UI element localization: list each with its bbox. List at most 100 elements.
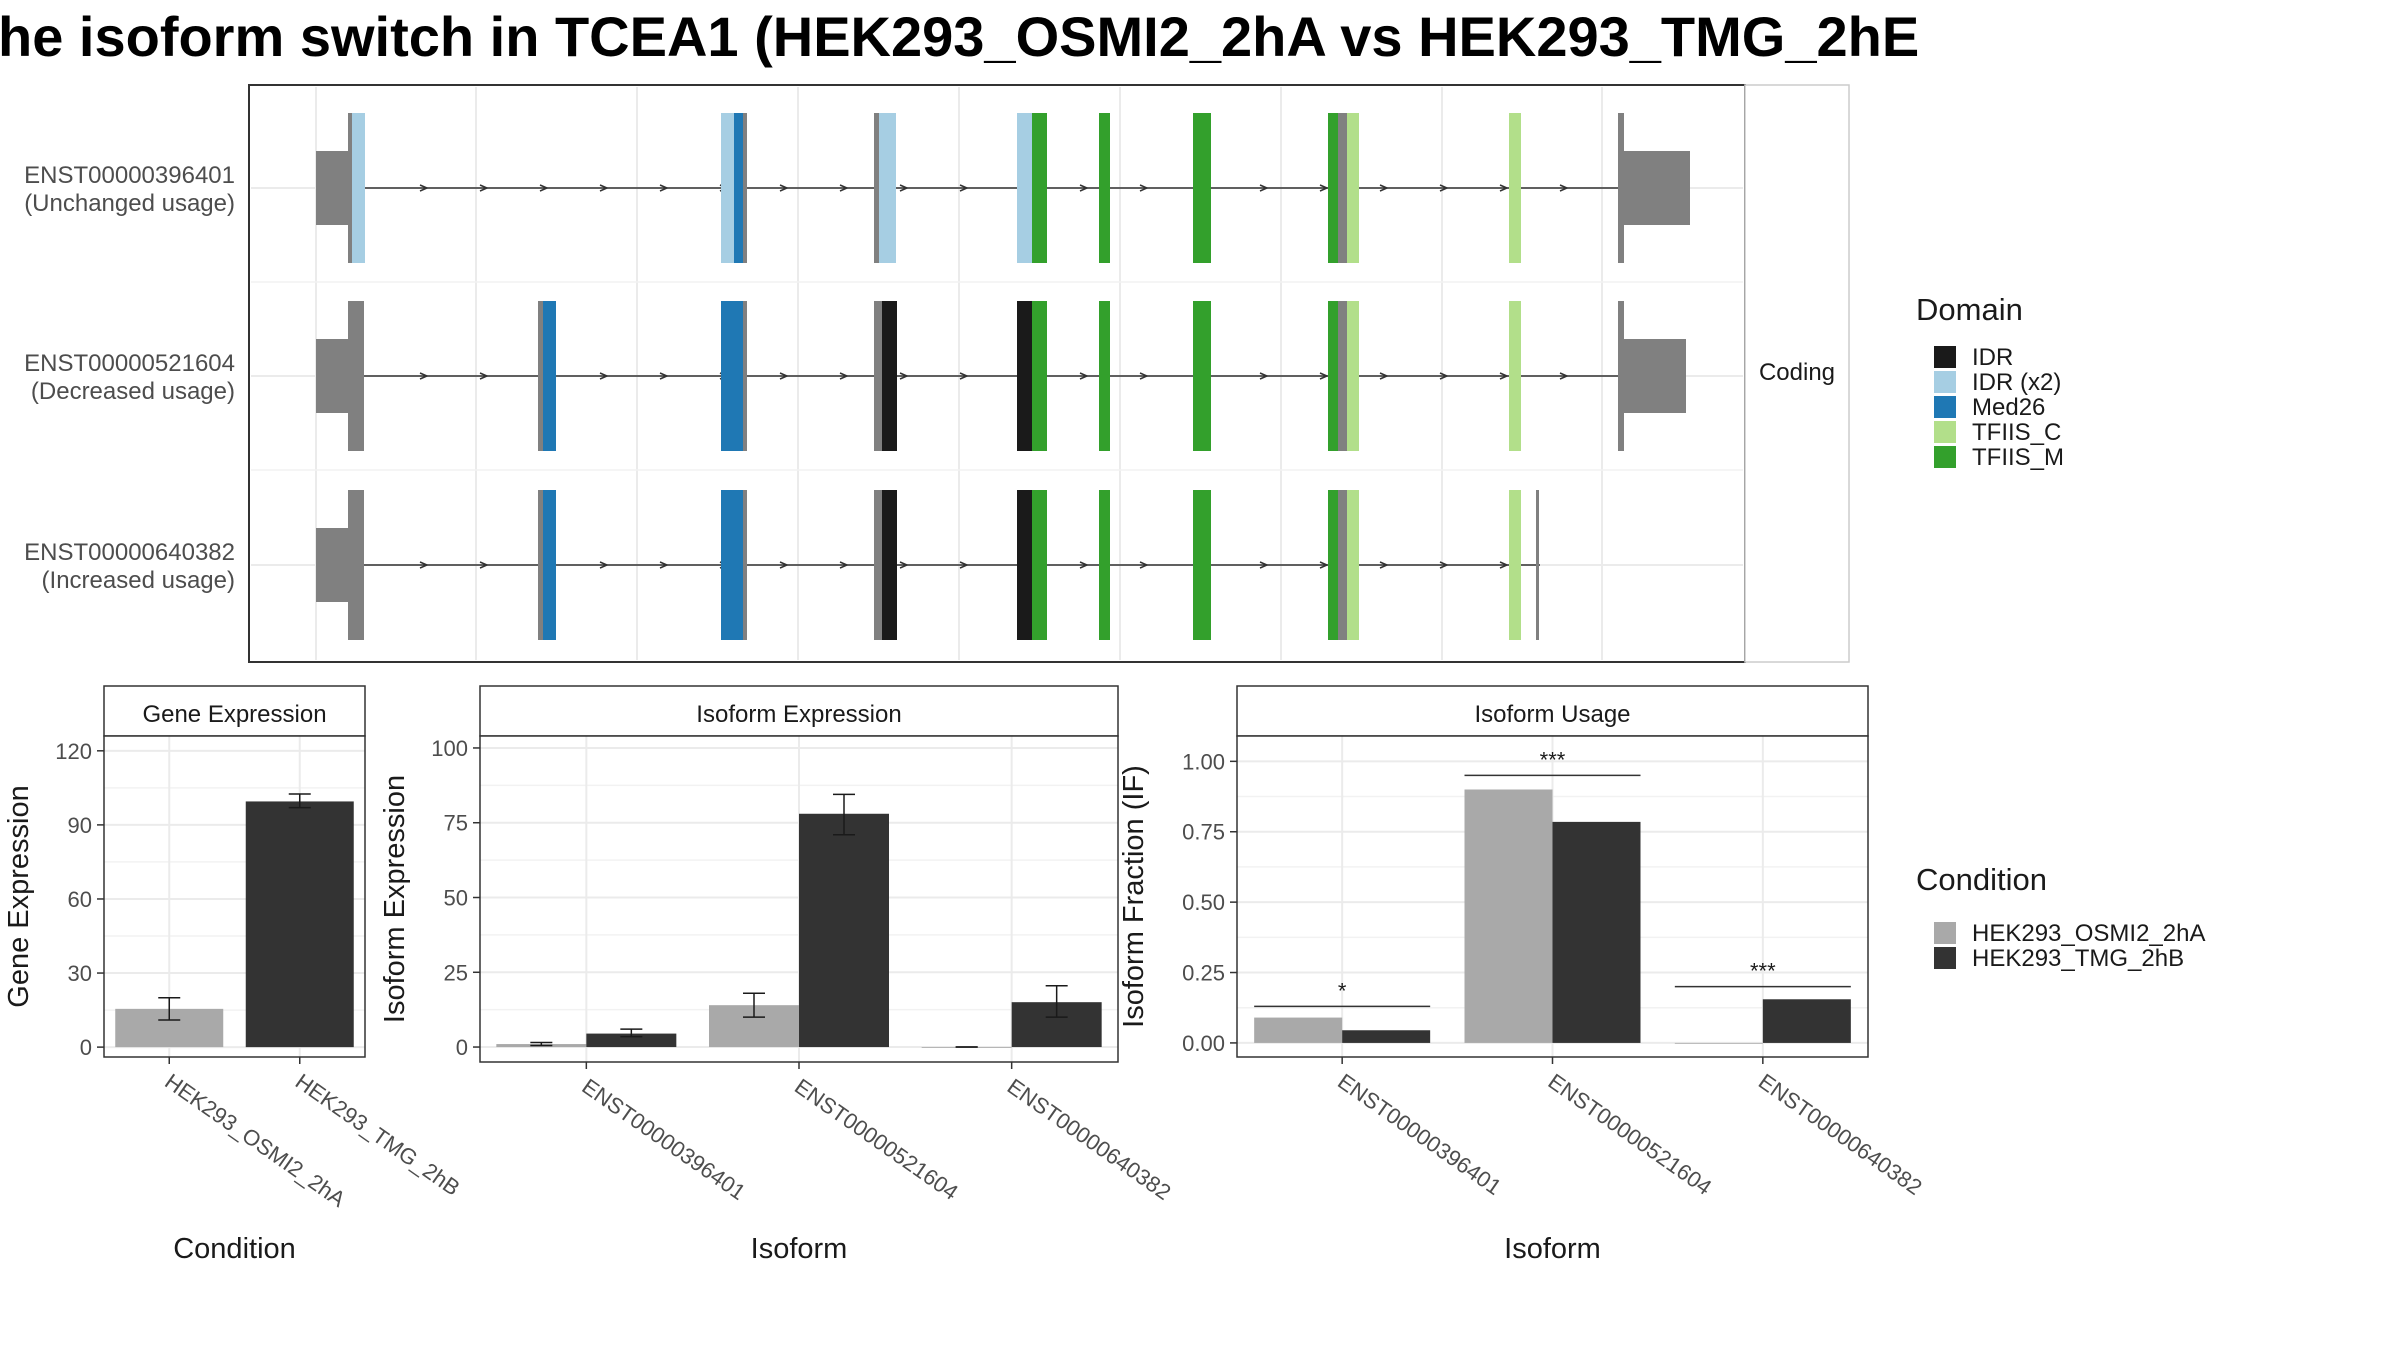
exon-noncoding <box>1536 490 1539 640</box>
bar-series-2 <box>799 813 889 1048</box>
exon-tfiis-m <box>1328 113 1339 263</box>
condition-legend-label-1: HEK293_OSMI2_2hA <box>1972 920 2205 947</box>
exon-idr <box>882 490 897 640</box>
bar-series-2 <box>586 1033 677 1048</box>
strand-arrow <box>1259 561 1269 569</box>
bar-series-2 <box>1552 821 1641 1043</box>
plot-border <box>103 735 366 1058</box>
strand-arrow <box>1439 184 1449 192</box>
domain-legend-key <box>1934 371 1956 393</box>
strand-arrow <box>899 561 909 569</box>
exon-idr <box>882 301 897 451</box>
exon-tfiis-c <box>1347 113 1359 263</box>
exon-med26 <box>721 301 747 451</box>
bar-series-1 <box>1254 1017 1343 1043</box>
exon-tfiis-c <box>1347 301 1359 451</box>
exon-noncoding <box>316 528 349 602</box>
y-tick-label: 30 <box>68 961 92 986</box>
strand-arrow <box>1379 561 1389 569</box>
exon-tfiis-m <box>1099 113 1110 263</box>
domain-legend-key <box>1934 446 1956 468</box>
isoform-id-label: ENST00000640382 <box>24 539 235 566</box>
strand-arrow <box>659 561 669 569</box>
panel-title: Isoform Expression <box>696 701 901 728</box>
exon-noncoding <box>316 339 349 413</box>
exon-noncoding <box>743 113 747 263</box>
strand-arrow <box>1439 372 1449 380</box>
isoform-usage-note: (Increased usage) <box>42 567 235 594</box>
strand-arrow <box>1559 184 1569 192</box>
strand-arrow <box>1259 184 1269 192</box>
strand-arrow <box>839 561 849 569</box>
strand-arrow <box>479 561 489 569</box>
exon-tfiis-m <box>1193 113 1211 263</box>
y-tick-label: 1.00 <box>1182 749 1225 774</box>
domain-legend-title: Domain <box>1916 292 2023 327</box>
isoform-id-label: ENST00000396401 <box>24 162 235 189</box>
strand-arrow <box>1319 184 1329 192</box>
domain-legend-key <box>1934 396 1956 418</box>
y-tick-label: 0.25 <box>1182 961 1225 986</box>
condition-legend-title: Condition <box>1916 862 2047 897</box>
exon-noncoding <box>538 301 544 451</box>
condition-legend-label-2: HEK293_TMG_2hB <box>1972 945 2184 972</box>
strip-label: Coding <box>1759 359 1835 386</box>
y-tick-label: 25 <box>444 960 468 985</box>
condition-legend-key-1 <box>1934 922 1956 944</box>
strand-arrow <box>1139 561 1149 569</box>
strand-arrow <box>779 184 789 192</box>
exon-noncoding <box>874 490 884 640</box>
strip-box <box>1744 84 1850 663</box>
panel-strip <box>1236 685 1869 737</box>
strand-arrow <box>1259 372 1269 380</box>
exon-noncoding <box>1623 151 1690 225</box>
strand-arrow <box>479 184 489 192</box>
isoform-usage-note: (Decreased usage) <box>31 378 235 405</box>
strand-arrow <box>1319 561 1329 569</box>
structure-rows <box>316 113 1690 640</box>
y-tick-label: 100 <box>431 736 468 761</box>
y-tick-label: 120 <box>55 739 92 764</box>
bar-series-2 <box>1342 1030 1431 1043</box>
figure-title: he isoform switch in TCEA1 (HEK293_OSMI2… <box>0 5 1919 68</box>
exon-med26 <box>543 301 556 451</box>
strand-arrow <box>959 561 969 569</box>
strand-arrow <box>1379 372 1389 380</box>
isoform-row-2 <box>316 301 1686 451</box>
y-tick-label: 0 <box>80 1035 92 1060</box>
domain-legend-key <box>1934 421 1956 443</box>
exon-tfiis-m <box>1032 113 1047 263</box>
y-tick-label: 0 <box>456 1035 468 1060</box>
y-axis-title: Isoform Expression <box>379 775 411 1023</box>
exon-tfiis-m <box>1328 490 1339 640</box>
x-tick-label: ENST00000396401 <box>1333 1069 1506 1200</box>
exon-noncoding <box>316 151 349 225</box>
isoform-usage-note: (Unchanged usage) <box>24 190 235 217</box>
strand-arrow <box>419 184 429 192</box>
significance-label: * <box>1338 978 1347 1003</box>
exon-idr-x2- <box>879 113 896 263</box>
strand-arrow <box>479 372 489 380</box>
bar-series-2 <box>1762 999 1851 1043</box>
exon-noncoding <box>538 490 544 640</box>
strand-arrow <box>959 184 969 192</box>
strand-arrow <box>1379 184 1389 192</box>
x-tick-label: ENST00000640382 <box>1754 1069 1927 1200</box>
exon-tfiis-c <box>1509 301 1521 451</box>
exon-tfiis-c <box>1509 490 1521 640</box>
condition-legend: Condition HEK293_OSMI2_2hA HEK293_TMG_2h… <box>1916 862 2205 972</box>
strand-arrow <box>839 184 849 192</box>
y-tick-label: 0.75 <box>1182 820 1225 845</box>
y-tick-label: 0.50 <box>1182 890 1225 915</box>
isoform-row-1 <box>316 113 1690 263</box>
y-tick-label: 0.00 <box>1182 1031 1225 1056</box>
y-axis-title: Gene Expression <box>3 785 35 1007</box>
condition-legend-key-2 <box>1934 947 1956 969</box>
exon-noncoding <box>1618 301 1624 451</box>
exon-tfiis-m <box>1328 301 1339 451</box>
x-tick-label: ENST00000521604 <box>790 1074 963 1205</box>
strand-arrow <box>1499 184 1509 192</box>
strand-arrow <box>659 372 669 380</box>
strand-arrow <box>1319 372 1329 380</box>
